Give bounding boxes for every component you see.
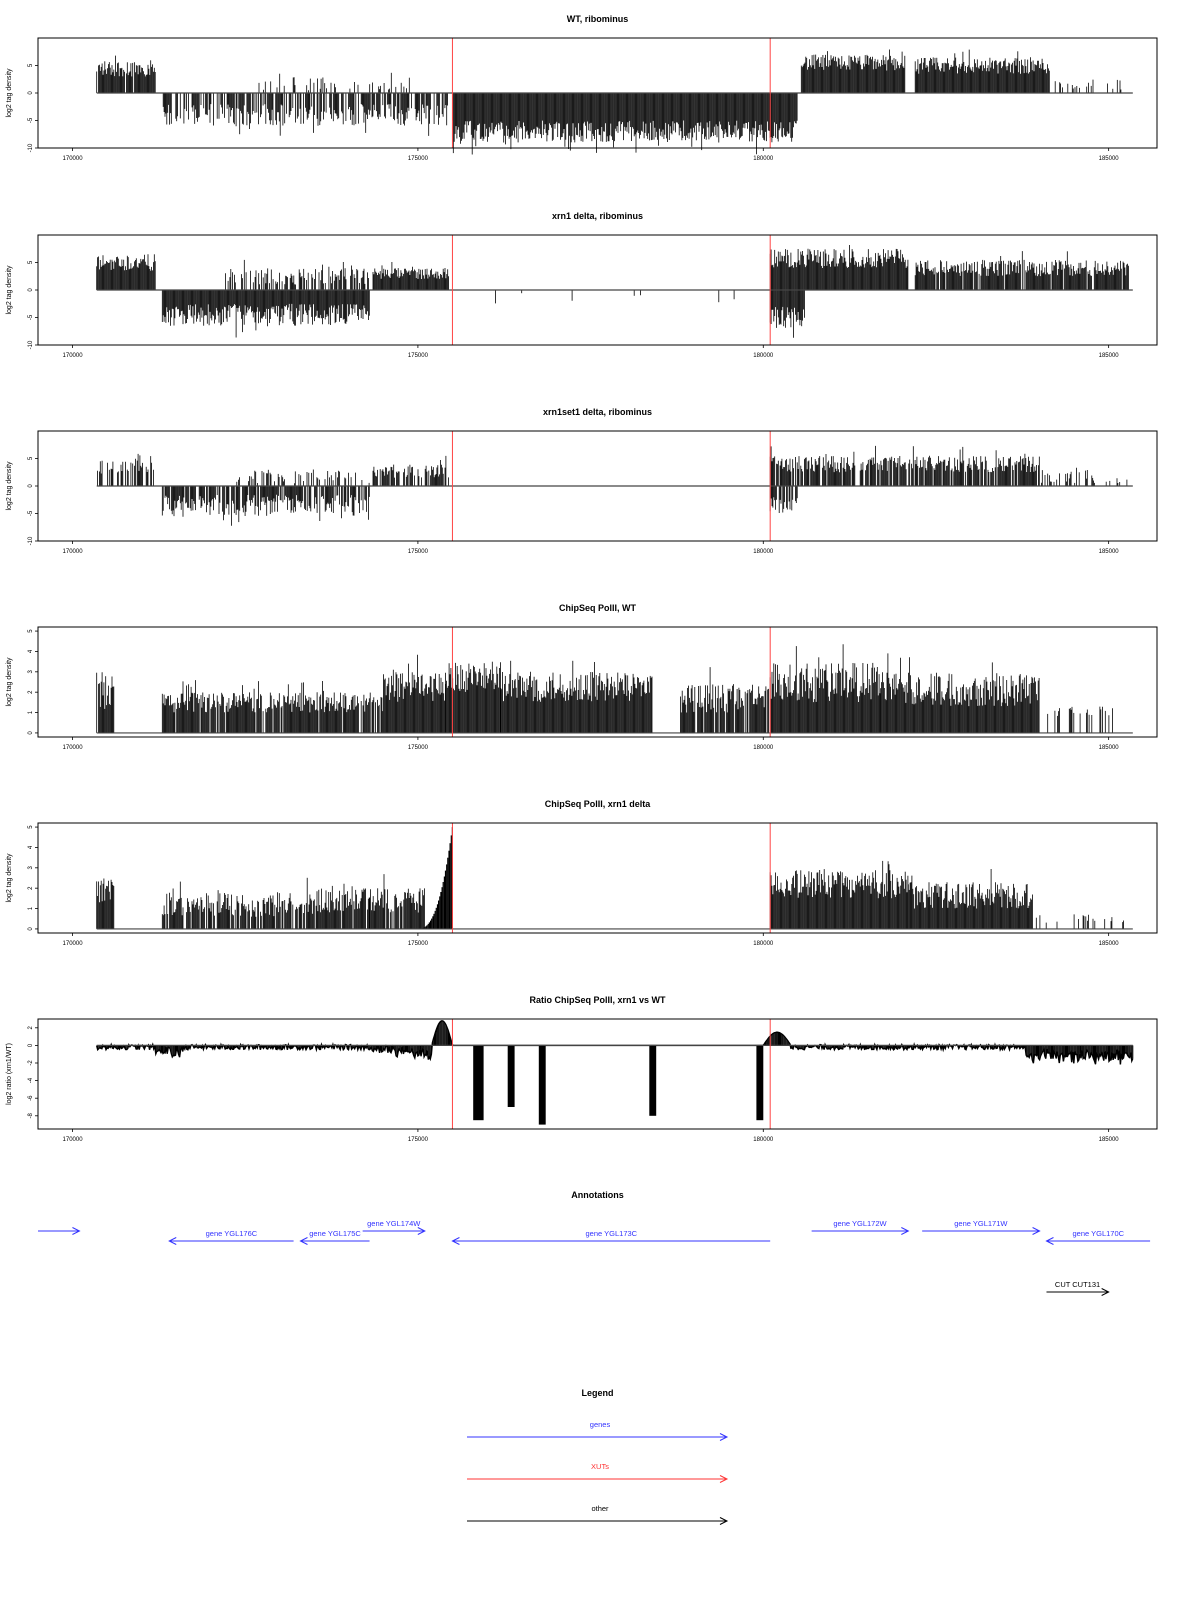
- x-tick-label: 180000: [753, 353, 774, 359]
- x-tick-label: 185000: [1099, 353, 1120, 359]
- y-tick-label: 3: [28, 865, 34, 869]
- panel-6: Ratio ChipSeq PolII, xrn1 vs WT log2 rati…: [6, 995, 1158, 1143]
- panel-title: ChipSeq PolII, WT: [559, 603, 636, 613]
- x-tick-label: 170000: [63, 745, 84, 751]
- x-tick-label: 185000: [1099, 941, 1120, 947]
- series-bars: [96, 245, 1129, 338]
- y-tick-label: -5: [28, 314, 34, 320]
- x-tick-label: 180000: [753, 156, 774, 162]
- y-tick-label: -10: [28, 536, 34, 545]
- y-tick-label: 0: [28, 288, 34, 292]
- panel-title: WT, ribominus: [567, 14, 629, 24]
- series-bars: [97, 445, 1128, 526]
- y-tick-label: 0: [28, 484, 34, 488]
- y-tick-label: 0: [28, 731, 34, 735]
- y-tick-label: 3: [28, 669, 34, 673]
- y-axis-label: log2 tag density: [6, 68, 13, 118]
- y-tick-label: 5: [28, 456, 34, 460]
- series-bars: [96, 644, 1113, 733]
- y-tick-label: 2: [28, 690, 34, 694]
- panel-5: ChipSeq PolII, xrn1 delta log2 tag densit…: [6, 799, 1158, 947]
- y-tick-label: 4: [28, 845, 34, 849]
- y-tick-label: 5: [28, 825, 34, 829]
- panel-2: xrn1 delta, ribominus log2 tag density -10…: [6, 211, 1158, 359]
- x-tick-label: 175000: [408, 941, 429, 947]
- x-tick-label: 175000: [408, 156, 429, 162]
- y-tick-label: -10: [28, 340, 34, 349]
- x-tick-label: 170000: [63, 941, 84, 947]
- x-tick-label: 185000: [1099, 745, 1120, 751]
- y-tick-label: 5: [28, 629, 34, 633]
- panel-3: xrn1set1 delta, ribominus log2 tag densit…: [6, 407, 1158, 555]
- series-bars: [96, 827, 1124, 929]
- panel-1: WT, ribominus log2 tag density -10 -5 0 5 1700…: [6, 14, 1158, 162]
- x-tick-label: 175000: [408, 353, 429, 359]
- panel-title: ChipSeq PolII, xrn1 delta: [545, 799, 652, 809]
- y-tick-label: -5: [28, 510, 34, 516]
- x-tick-label: 175000: [408, 745, 429, 751]
- y-tick-label: 1: [28, 906, 34, 910]
- y-axis-label: log2 tag density: [6, 657, 13, 707]
- x-tick-label: 175000: [408, 549, 429, 555]
- y-axis-label: log2 tag density: [6, 461, 13, 511]
- series-bars: [96, 49, 1122, 155]
- x-tick-label: 185000: [1099, 156, 1120, 162]
- y-tick-label: 5: [28, 63, 34, 67]
- y-tick-label: -5: [28, 117, 34, 123]
- y-tick-label: -10: [28, 143, 34, 152]
- panel-4: ChipSeq PolII, WT log2 tag density 0 1 2 3 4 5 1…: [6, 603, 1158, 751]
- y-tick-label: 2: [28, 886, 34, 890]
- panel-title: xrn1 delta, ribominus: [552, 211, 643, 221]
- y-axis-label: log2 ratio (xrn1/WT): [6, 1043, 13, 1105]
- x-tick-label: 185000: [1099, 549, 1120, 555]
- y-axis-label: log2 tag density: [6, 853, 13, 903]
- x-tick-label: 170000: [63, 549, 84, 555]
- series-bars: [96, 1020, 1134, 1125]
- x-tick-label: 180000: [753, 549, 774, 555]
- plot-frame: [37, 626, 1158, 738]
- x-tick-label: 180000: [753, 745, 774, 751]
- panel-title: Ratio ChipSeq PolII, xrn1 vs WT: [529, 995, 666, 1005]
- y-tick-label: 5: [28, 260, 34, 264]
- y-axis-label: log2 tag density: [6, 265, 13, 315]
- x-tick-label: 180000: [753, 941, 774, 947]
- plot-frame: [37, 822, 1158, 934]
- y-tick-label: 1: [28, 710, 34, 714]
- y-tick-label: 0: [28, 927, 34, 931]
- x-tick-label: 170000: [63, 156, 84, 162]
- panel-title: xrn1set1 delta, ribominus: [543, 407, 652, 417]
- x-tick-label: 170000: [63, 353, 84, 359]
- y-tick-label: 4: [28, 649, 34, 653]
- y-tick-label: 0: [28, 91, 34, 95]
- chart-panels: WT, ribominus log2 tag density -10 -5 0 5 1700…: [6, 14, 1158, 1143]
